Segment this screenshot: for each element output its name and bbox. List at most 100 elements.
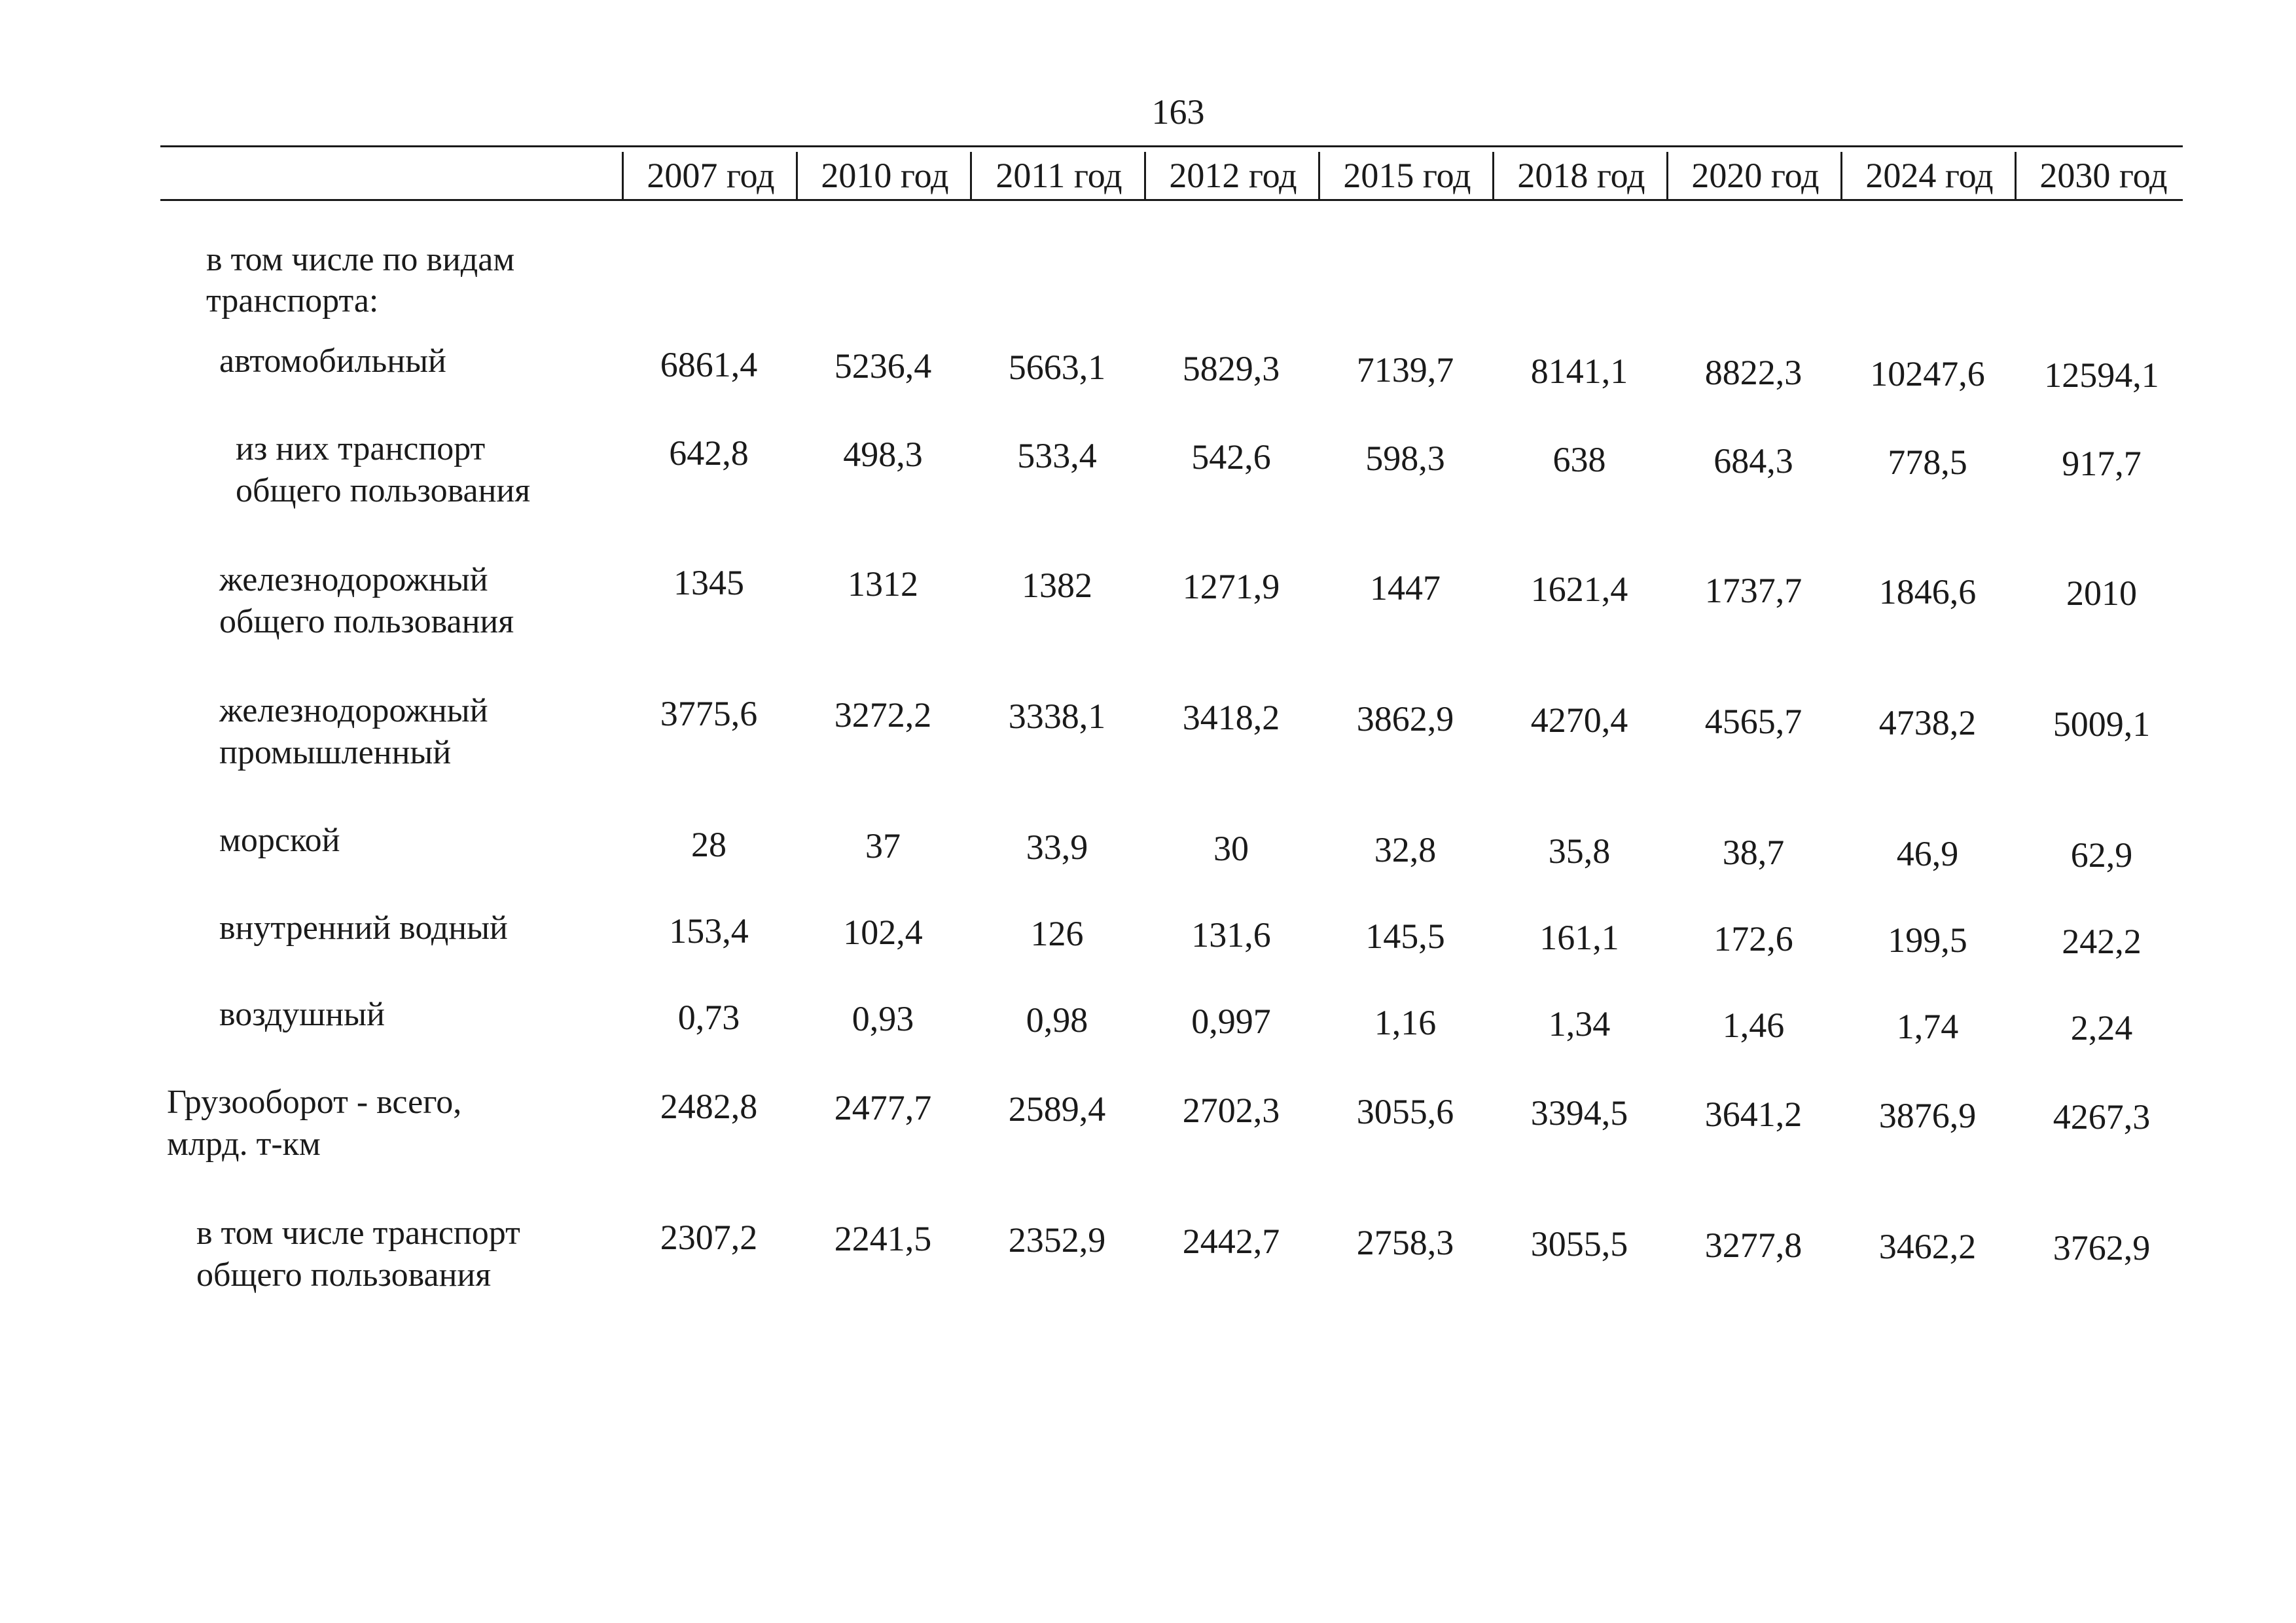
table-cell: 1737,7 xyxy=(1704,571,1803,610)
table-cell: 8141,1 xyxy=(1530,352,1628,391)
table-cell: 1621,4 xyxy=(1530,570,1628,609)
row-label-rail-industrial-line-1: железнодорожный xyxy=(219,692,488,729)
table-cell: 12594,1 xyxy=(2044,356,2159,395)
table-cell: 3641,2 xyxy=(1704,1095,1803,1134)
row-label-public-transport-line-2: общего пользования xyxy=(236,472,531,509)
table-cell: 3418,2 xyxy=(1182,698,1280,737)
year-header-2010: 2010 год xyxy=(796,152,972,199)
row-label-automobile: автомобильный xyxy=(219,342,446,380)
table-cell: 2758,3 xyxy=(1356,1223,1454,1262)
table-cell: 1345 xyxy=(673,563,744,602)
table-cell: 102,4 xyxy=(843,913,923,952)
table-cell: 2477,7 xyxy=(834,1088,932,1127)
table-cell: 2442,7 xyxy=(1182,1222,1280,1261)
table-cell: 1846,6 xyxy=(1878,572,1977,611)
table-cell: 161,1 xyxy=(1539,918,1619,957)
year-header-2011: 2011 год xyxy=(970,152,1146,199)
table-cell: 1,74 xyxy=(1896,1007,1959,1046)
table-cell: 3876,9 xyxy=(1878,1096,1977,1135)
row-label-public-transport-line-1: из них транспорт xyxy=(236,430,486,467)
table-cell: 1447 xyxy=(1370,568,1441,608)
row-label-rail-public-line-1: железнодорожный xyxy=(219,561,488,598)
row-label-inland-water: внутренний водный xyxy=(219,909,508,947)
section-heading-line-2: транспорта: xyxy=(206,282,379,319)
row-label-freight-public-line-2: общего пользования xyxy=(196,1256,492,1294)
table-cell: 2307,2 xyxy=(660,1218,758,1257)
table-cell: 131,6 xyxy=(1191,915,1271,955)
table-cell: 3338,1 xyxy=(1008,697,1106,736)
table-cell: 4267,3 xyxy=(2053,1097,2151,1137)
table-cell: 145,5 xyxy=(1365,917,1445,956)
table-cell: 4270,4 xyxy=(1530,701,1628,740)
table-cell: 3862,9 xyxy=(1356,699,1454,739)
table-cell: 242,2 xyxy=(2062,922,2142,961)
year-header-2030: 2030 год xyxy=(2015,152,2191,199)
table-cell: 2,24 xyxy=(2070,1008,2133,1048)
table-cell: 533,4 xyxy=(1017,436,1097,475)
table-cell: 598,3 xyxy=(1365,439,1445,478)
row-label-sea: морской xyxy=(219,822,340,859)
table-cell: 0,93 xyxy=(852,999,914,1038)
year-header-2015: 2015 год xyxy=(1318,152,1494,199)
table-cell: 638 xyxy=(1552,440,1606,479)
page-number: 163 xyxy=(1151,92,1205,132)
year-header-2007: 2007 год xyxy=(622,152,798,199)
table-cell: 3775,6 xyxy=(660,694,758,733)
table-cell: 5009,1 xyxy=(2053,704,2151,744)
table-cell: 2352,9 xyxy=(1008,1220,1106,1260)
header-top-rule xyxy=(160,145,2183,147)
table-cell: 1,34 xyxy=(1548,1004,1611,1044)
table-cell: 6861,4 xyxy=(660,345,758,384)
table-cell: 3394,5 xyxy=(1530,1093,1628,1133)
section-heading-line-1: в том числе по видам xyxy=(206,241,515,278)
table-cell: 1,16 xyxy=(1374,1003,1437,1042)
table-cell: 37 xyxy=(865,826,901,866)
table-cell: 172,6 xyxy=(1713,919,1793,958)
header-bottom-rule xyxy=(160,199,2183,201)
table-cell: 0,98 xyxy=(1026,1000,1088,1040)
table-cell: 38,7 xyxy=(1722,833,1785,872)
table-cell: 5829,3 xyxy=(1182,349,1280,388)
table-cell: 46,9 xyxy=(1896,834,1959,873)
table-cell: 642,8 xyxy=(669,433,749,473)
row-label-rail-industrial-line-2: промышленный xyxy=(219,734,452,771)
row-label-air: воздушный xyxy=(219,996,385,1033)
table-cell: 3462,2 xyxy=(1878,1227,1977,1266)
table-cell: 10247,6 xyxy=(1870,354,1985,393)
table-cell: 3055,6 xyxy=(1356,1092,1454,1131)
table-cell: 3762,9 xyxy=(2053,1228,2151,1267)
table-cell: 32,8 xyxy=(1374,830,1437,869)
table-cell: 33,9 xyxy=(1026,828,1088,867)
table-cell: 0,73 xyxy=(677,998,740,1037)
row-label-freight-total-line-2: млрд. т-км xyxy=(167,1125,321,1163)
table-cell: 8822,3 xyxy=(1704,353,1803,392)
table-cell: 35,8 xyxy=(1548,831,1611,871)
table-cell: 5663,1 xyxy=(1008,348,1106,387)
table-cell: 684,3 xyxy=(1713,441,1793,481)
table-cell: 3277,8 xyxy=(1704,1226,1803,1265)
table-cell: 30 xyxy=(1213,829,1249,868)
row-label-freight-public-line-1: в том числе транспорт xyxy=(196,1214,520,1252)
table-cell: 2589,4 xyxy=(1008,1089,1106,1129)
row-label-rail-public-line-2: общего пользования xyxy=(219,603,514,640)
table-cell: 498,3 xyxy=(843,435,923,474)
table-cell: 3055,5 xyxy=(1530,1224,1628,1264)
table-cell: 5236,4 xyxy=(834,346,932,386)
table-cell: 2241,5 xyxy=(834,1219,932,1258)
year-header-2018: 2018 год xyxy=(1492,152,1668,199)
table-cell: 28 xyxy=(691,825,726,864)
year-header-2024: 2024 год xyxy=(1840,152,2017,199)
table-cell: 199,5 xyxy=(1888,921,1967,960)
year-header-2012: 2012 год xyxy=(1144,152,1320,199)
table-cell: 917,7 xyxy=(2062,444,2142,483)
table-cell: 778,5 xyxy=(1888,443,1967,482)
table-cell: 62,9 xyxy=(2070,835,2133,875)
table-cell: 0,997 xyxy=(1191,1002,1271,1041)
table-cell: 2702,3 xyxy=(1182,1091,1280,1130)
table-cell: 1,46 xyxy=(1722,1006,1785,1045)
year-header-2020: 2020 год xyxy=(1666,152,1842,199)
table-cell: 153,4 xyxy=(669,911,749,951)
table-cell: 7139,7 xyxy=(1356,350,1454,390)
table-cell: 542,6 xyxy=(1191,437,1271,477)
table-cell: 1312 xyxy=(848,564,918,604)
